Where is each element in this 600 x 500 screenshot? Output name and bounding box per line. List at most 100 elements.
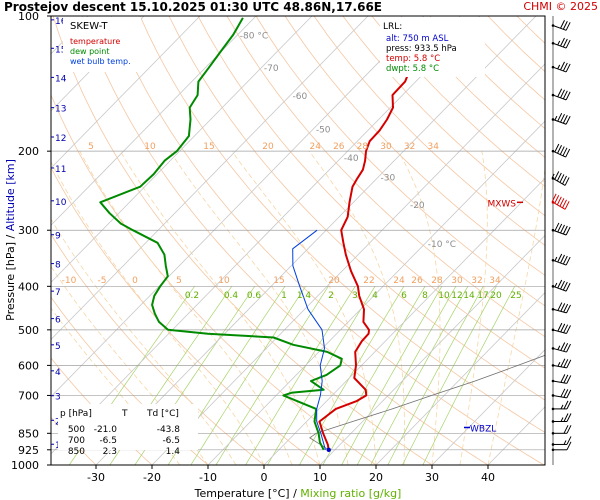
dry-adiabat-label: 20 [262, 142, 274, 152]
wind-barb-staff [552, 380, 567, 384]
dry-adiabat-label: 10 [144, 142, 156, 152]
table-header-2: Td [°C] [146, 409, 179, 419]
legend-item-0: temperature [70, 37, 120, 46]
wind-barb-staff [552, 66, 567, 73]
temperature-tick-label: 0 [261, 471, 268, 484]
table-cell: -43.8 [157, 425, 181, 435]
dry-adiabat [255, 16, 545, 307]
lrl-box [380, 17, 485, 77]
isotherm-label: -50 [316, 125, 331, 135]
wind-barb-feather [563, 359, 569, 368]
isotherm-line [319, 234, 545, 465]
pressure-tick-label: 300 [18, 224, 39, 237]
wind-barb-feather [559, 198, 565, 207]
lrl-title: LRL: [383, 22, 402, 32]
mixing-ratio-label: 14 [463, 291, 475, 301]
wind-barb-feather [562, 62, 568, 72]
wind-barb-feather [565, 91, 571, 101]
surface-marker [326, 447, 331, 452]
mixing-ratio-label: 3 [352, 291, 358, 301]
wind-barb-feather [560, 20, 565, 29]
altitude-tick-label: 3 [55, 393, 61, 403]
y-axis-title-pressure: Pressure [hPa] [4, 238, 17, 320]
wind-barb-half-feather [557, 64, 561, 70]
isotherm-line [51, 16, 145, 112]
wind-barb-feather [554, 171, 560, 180]
table-cell: -6.5 [162, 436, 180, 446]
wind-barb-feather [562, 90, 568, 100]
wind-barb-feather [556, 172, 562, 182]
table-cell: 850 [68, 447, 85, 457]
wind-barb-feather [566, 304, 571, 314]
wind-barb-feather [562, 21, 568, 30]
wind-barb-dot [551, 394, 555, 397]
isotherm-label: -10 °C [428, 240, 456, 250]
wind-barb-feather [556, 196, 562, 206]
data-table-box [58, 404, 198, 450]
temperature-tick-label: 10 [313, 471, 327, 484]
isotherm-line [95, 16, 537, 465]
wind-barb-feather [564, 177, 570, 186]
wind-barb-feather [557, 322, 563, 332]
table-header-0: p [hPa] [60, 409, 92, 419]
pressure-tick-label: 925 [18, 444, 39, 457]
temperature-line [318, 17, 415, 450]
wind-barb-dot [551, 24, 555, 27]
table-cell: 2.3 [103, 447, 117, 457]
pressure-tick-label: 200 [18, 145, 39, 158]
altitude-tick-label: 9 [55, 232, 61, 242]
mixing-ratio-label: 1.4 [297, 291, 312, 301]
wind-barb-feather [565, 256, 571, 266]
y-axis-title-separator: / [4, 231, 17, 238]
temperature-tick-label: 20 [369, 471, 383, 484]
wind-barb-feather [560, 342, 566, 351]
moist-adiabat-label: 28 [431, 276, 443, 286]
dry-adiabat [284, 16, 545, 276]
wind-barb-staff [552, 42, 567, 49]
altitude-tick-label: 4 [55, 368, 61, 378]
moist-adiabat-label: 5 [176, 276, 182, 286]
dry-adiabat-label: 30 [380, 142, 392, 152]
wind-barb-feather [566, 400, 572, 410]
moist-adiabat-label: 32 [471, 276, 482, 286]
table-cell: -21.0 [94, 425, 118, 435]
wind-barb-staff [552, 25, 567, 31]
wind-barb-feather [560, 61, 565, 71]
wind-barb-half-feather [557, 362, 561, 367]
dry-adiabat [342, 16, 545, 217]
altitude-tick-label: 2 [55, 417, 61, 427]
wind-barb-half-feather [554, 115, 558, 121]
altitude-tick-label: 7 [55, 288, 61, 298]
dry-adiabat-label: 24 [309, 142, 321, 152]
moist-adiabat-label: 26 [411, 276, 423, 286]
wind-barb-feather [554, 222, 560, 232]
mixing-ratio-label: 20 [490, 291, 502, 301]
parcel-line [309, 354, 545, 451]
wind-barb-feather [557, 279, 563, 289]
wind-barb-dot [551, 285, 555, 288]
altitude-tick-label: 15 [55, 45, 66, 55]
wind-barb-staff [552, 177, 566, 186]
wind-barb-dot [551, 41, 555, 45]
temperature-tick-label: -10 [199, 471, 217, 484]
isotherm-label: -20 [410, 201, 425, 211]
isotherm-label: -40 [344, 154, 359, 164]
isotherm-line [431, 349, 545, 465]
plot-background [51, 16, 545, 465]
copyright-label: CHMI © 2025 [523, 0, 598, 13]
lrl-line-3: dwpt: 5.8 °C [386, 64, 439, 74]
wind-barb-feather [563, 374, 569, 384]
dry-adiabat [313, 16, 545, 246]
mixing-ratio-label: 17 [477, 291, 488, 301]
table-header-1: T [121, 409, 128, 419]
altitude-tick-label: 8 [55, 261, 61, 271]
dry-adiabat-label: 28 [357, 142, 369, 152]
chart-title: Prostejov descent 15.10.2025 01:30 UTC 4… [4, 0, 383, 14]
wind-barb-feather [560, 113, 565, 123]
wind-barb-feather [564, 201, 570, 210]
altitude-tick-label: 5 [55, 342, 61, 352]
wind-barb-feather [560, 280, 565, 290]
dry-adiabat-label: 26 [333, 142, 345, 152]
isotherm-label: -30 [381, 174, 396, 184]
wind-barb-dot [551, 407, 555, 411]
